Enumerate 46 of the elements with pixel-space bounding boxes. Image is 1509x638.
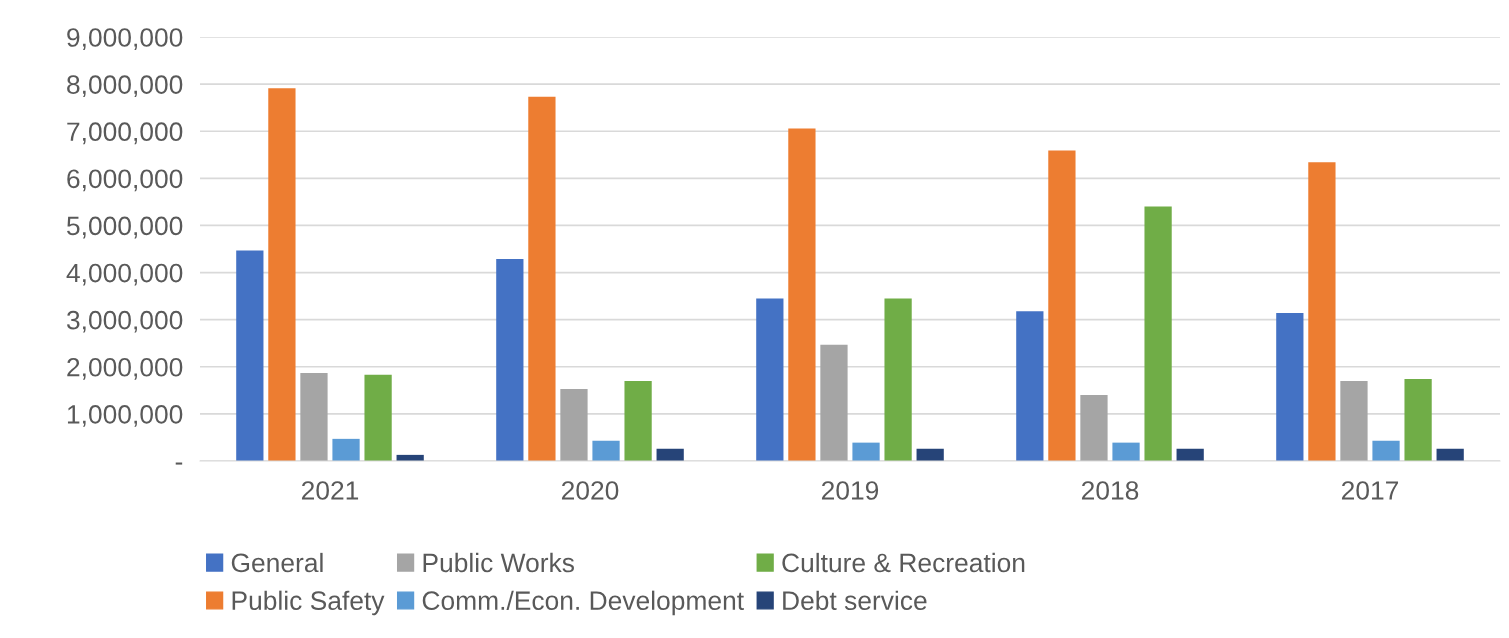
- bar: [300, 372, 328, 461]
- bar: [332, 438, 360, 461]
- bar: [1048, 150, 1076, 461]
- bar: [268, 88, 296, 461]
- bar: [1308, 162, 1336, 461]
- y-tick-label: 1,000,000: [67, 405, 183, 427]
- legend-label: Comm./Econ. Development: [422, 590, 744, 616]
- bar: [756, 298, 784, 461]
- bar: [788, 128, 816, 461]
- bar: [528, 96, 556, 461]
- x-tick-label: 2020: [561, 481, 619, 500]
- bar: [624, 380, 652, 461]
- bar: [236, 250, 264, 461]
- bar: [1372, 440, 1400, 461]
- legend-label: Public Safety: [232, 590, 385, 616]
- y-tick-label: 7,000,000: [67, 122, 183, 145]
- bar: [364, 374, 392, 461]
- y-tick-label: -: [175, 462, 183, 465]
- x-tick-label: 2019: [821, 481, 879, 500]
- bar: [560, 388, 588, 461]
- y-tick-label: 9,000,000: [67, 28, 183, 50]
- y-tick-label: 8,000,000: [67, 75, 183, 98]
- bar: [1340, 380, 1368, 461]
- legend-label: General: [231, 552, 323, 573]
- bar: [1080, 395, 1108, 461]
- y-tick-label: 6,000,000: [67, 169, 183, 192]
- bar: [1276, 313, 1304, 461]
- y-tick-label: 5,000,000: [67, 216, 183, 239]
- bar: [820, 344, 848, 461]
- bar: [1112, 442, 1140, 461]
- legend-label: Culture & Recreation: [782, 552, 1025, 573]
- bar: [1016, 311, 1044, 461]
- bar: [496, 258, 524, 461]
- legend-label: Debt service: [783, 590, 927, 611]
- y-tick-label: 4,000,000: [66, 263, 183, 286]
- bar: [884, 298, 912, 461]
- bar: [1404, 379, 1432, 461]
- legend-label: Public Works: [423, 552, 574, 573]
- x-tick-label: 2017: [1341, 481, 1399, 500]
- bar: [1144, 206, 1172, 461]
- x-tick-label: 2018: [1081, 481, 1139, 500]
- bar: [592, 440, 620, 461]
- x-tick-label: 2021: [301, 481, 359, 500]
- y-tick-label: 2,000,000: [67, 357, 183, 380]
- bar: [852, 442, 880, 461]
- y-tick-label: 3,000,000: [66, 310, 183, 333]
